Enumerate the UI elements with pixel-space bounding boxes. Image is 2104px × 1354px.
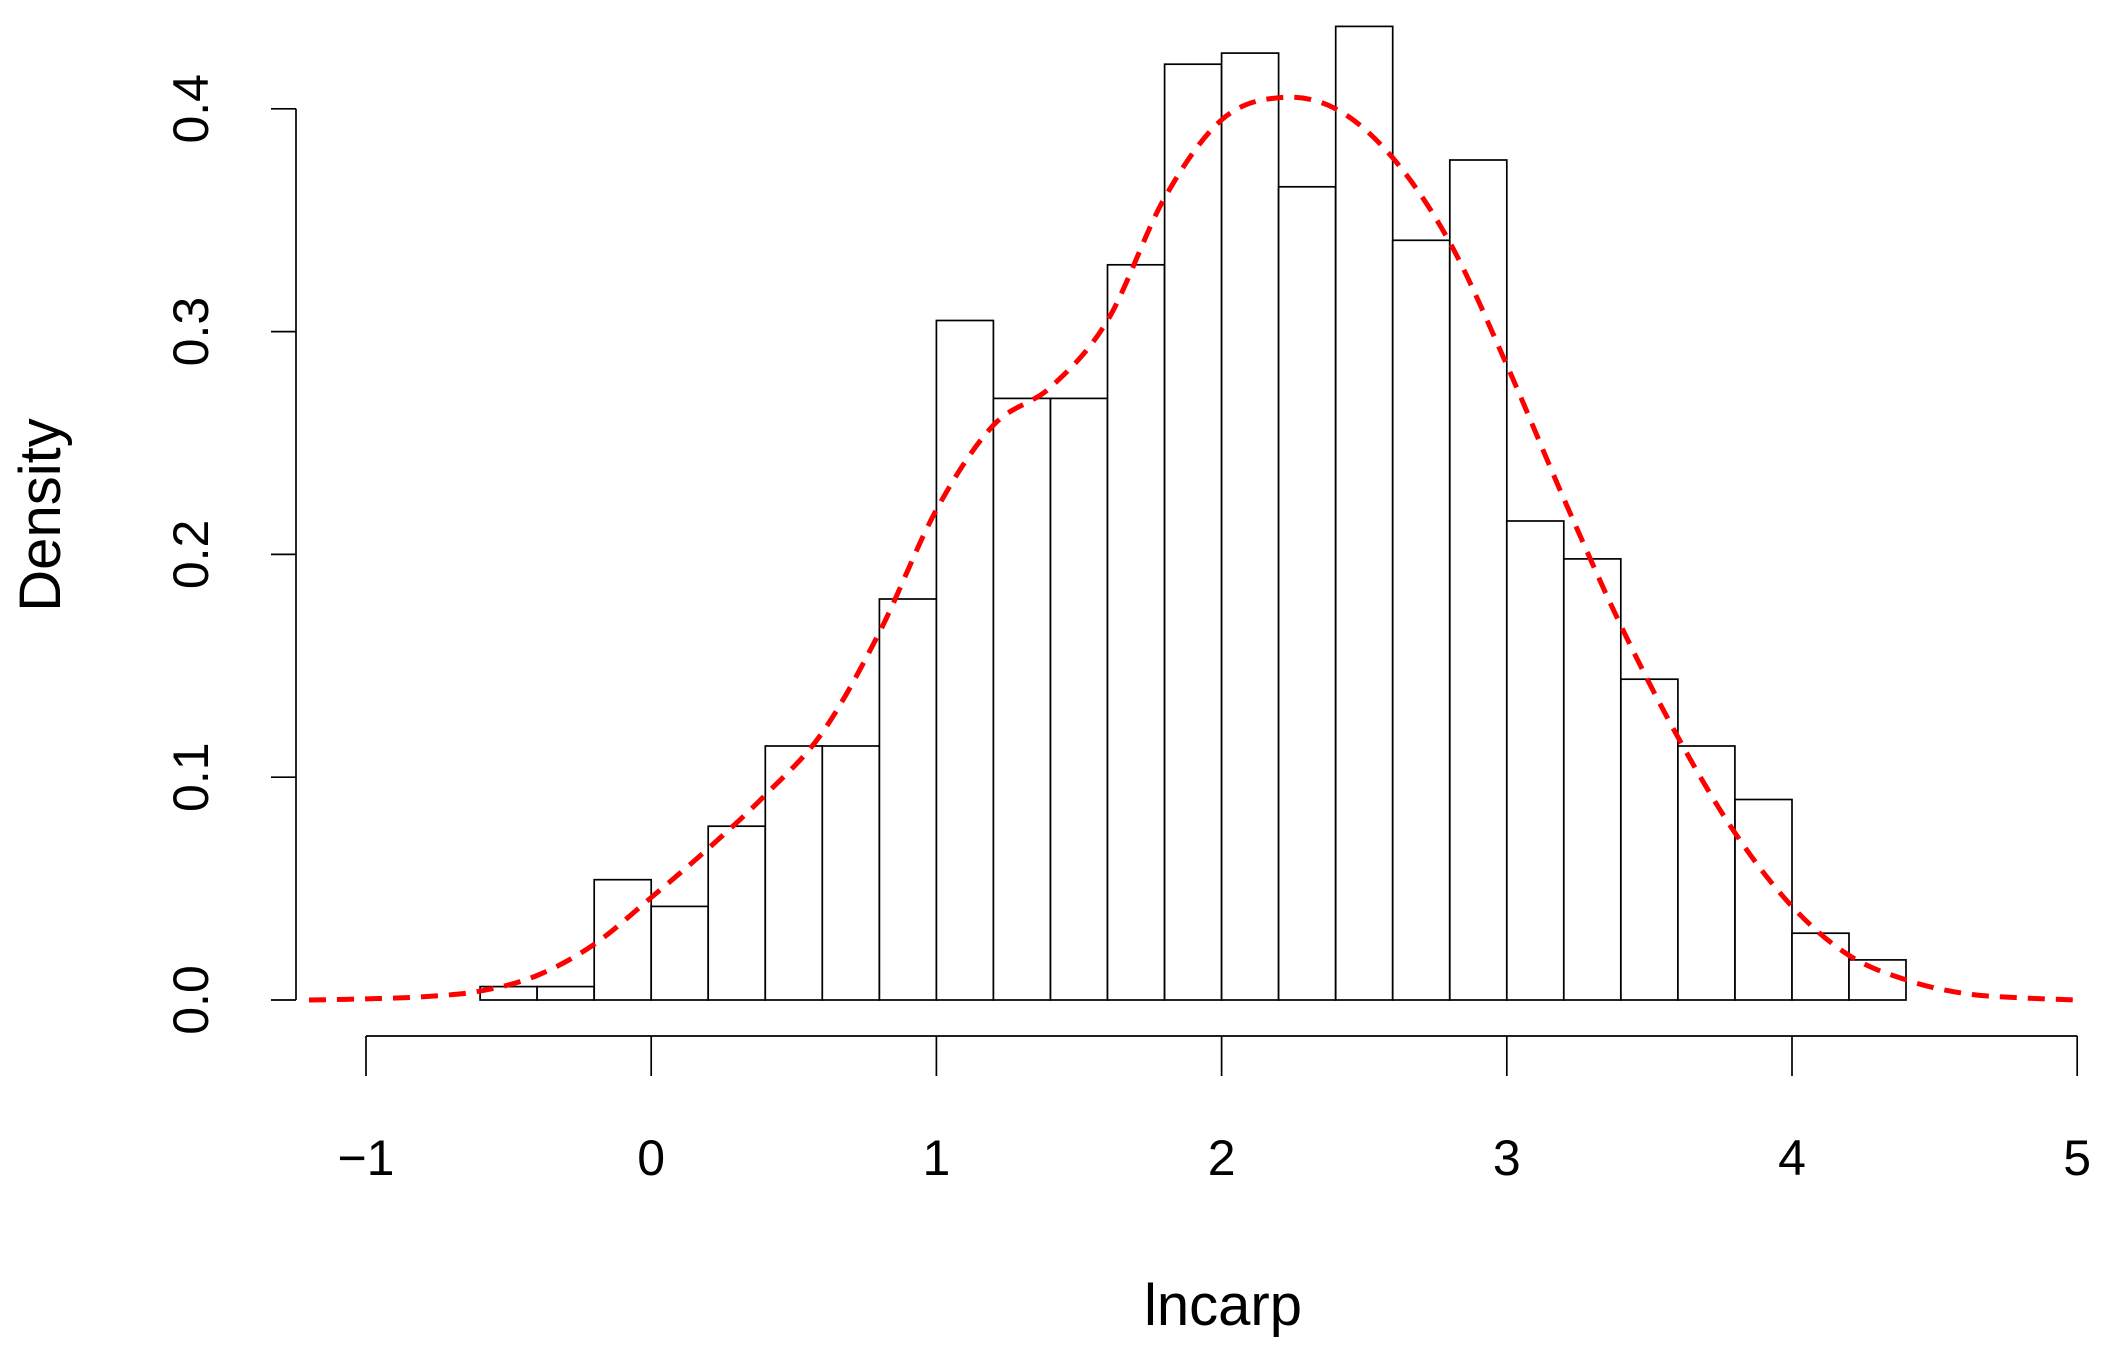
y-axis-label: Density bbox=[8, 418, 73, 611]
histogram-bar bbox=[1220, 52, 1280, 1001]
histogram-bar bbox=[878, 598, 938, 1001]
histogram-bars bbox=[479, 25, 1907, 1001]
histogram-bar bbox=[707, 825, 767, 1001]
x-tick-label: 5 bbox=[2063, 1130, 2091, 1186]
histogram-bar bbox=[650, 905, 710, 1001]
histogram-bar bbox=[1620, 678, 1679, 1001]
y-tick-label: 0.1 bbox=[163, 742, 219, 812]
histogram-bar bbox=[935, 319, 995, 1001]
x-tick-label: 1 bbox=[922, 1130, 950, 1186]
y-axis: 0.0 0.1 0.2 0.3 0.4 bbox=[163, 74, 297, 1035]
histogram-bar bbox=[1277, 185, 1337, 1001]
y-tick-label: 0.4 bbox=[163, 74, 219, 144]
histogram-bar bbox=[1106, 263, 1166, 1001]
y-tick-label: 0.0 bbox=[163, 965, 219, 1035]
histogram-bar bbox=[1334, 25, 1394, 1001]
histogram-bar bbox=[536, 985, 595, 1001]
histogram-bar bbox=[992, 397, 1052, 1001]
histogram-bar bbox=[1734, 798, 1793, 1001]
x-axis-label: lncarp bbox=[1144, 1273, 1302, 1338]
histogram-bar bbox=[1391, 239, 1451, 1001]
histogram-bar bbox=[1448, 159, 1508, 1001]
x-tick-label: −1 bbox=[337, 1130, 394, 1186]
histogram-bar bbox=[1049, 397, 1109, 1001]
x-tick-label: 3 bbox=[1493, 1130, 1521, 1186]
histogram-bar bbox=[1562, 558, 1622, 1001]
histogram-bar bbox=[1163, 63, 1223, 1001]
histogram-bar bbox=[1505, 520, 1565, 1001]
x-axis: −1 0 1 2 3 4 5 bbox=[337, 1035, 2091, 1186]
histogram-bar bbox=[1791, 932, 1850, 1001]
y-tick-label: 0.2 bbox=[163, 520, 219, 590]
histogram-bar bbox=[1848, 959, 1907, 1001]
x-tick-label: 4 bbox=[1778, 1130, 1806, 1186]
x-tick-label: 2 bbox=[1208, 1130, 1236, 1186]
density-curve bbox=[308, 94, 2078, 1003]
histogram-bar bbox=[821, 745, 881, 1001]
y-tick-label: 0.3 bbox=[163, 297, 219, 367]
x-tick-label: 0 bbox=[637, 1130, 665, 1186]
histogram-bar bbox=[593, 878, 653, 1001]
